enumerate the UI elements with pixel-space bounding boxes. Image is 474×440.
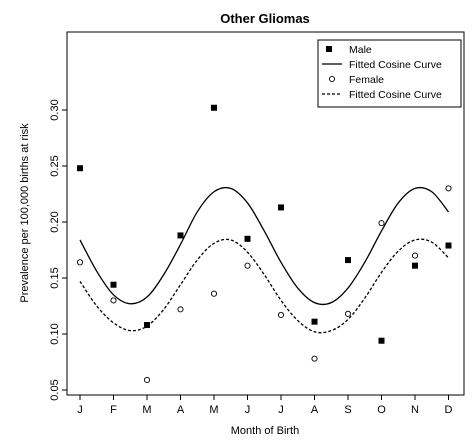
data-points [76, 104, 452, 383]
female-point [143, 376, 151, 383]
male-point [445, 242, 452, 249]
male-point [244, 235, 251, 242]
y-tick-label: 0.30 [49, 99, 61, 120]
female-fitted-curve [79, 238, 449, 334]
x-tick-label: D [445, 404, 453, 416]
legend-symbol-male [326, 46, 332, 52]
legend-label-male-fit: Fitted Cosine Curve [349, 59, 442, 71]
male-point [412, 262, 418, 269]
legend-label-male: Male [349, 44, 372, 56]
male-point [311, 318, 318, 325]
plot-frame [66, 31, 465, 396]
x-tick-label: J [77, 404, 83, 416]
legend: Male Fitted Cosine Curve Female Fitted C… [317, 39, 462, 108]
female-point [411, 252, 419, 259]
y-tick-label: 0.25 [49, 155, 61, 176]
x-tick-label: S [344, 404, 351, 416]
male-fitted-curve [79, 186, 450, 306]
male-point [345, 257, 351, 264]
male-point [177, 232, 184, 239]
male-point [211, 104, 217, 111]
y-tick-label: 0.05 [49, 379, 61, 400]
y-tick-label: 0.15 [49, 267, 61, 288]
y-axis-label: Prevalence per 100,000 births at risk [19, 123, 31, 303]
x-tick-label: A [311, 404, 319, 416]
x-tick-label: J [278, 404, 284, 416]
legend-symbol-female [328, 75, 336, 83]
fitted-curves [79, 186, 450, 334]
legend-label-female: Female [349, 74, 384, 86]
female-point [277, 311, 285, 319]
x-tick-label: J [245, 404, 251, 416]
y-tick-label: 0.20 [49, 211, 61, 232]
y-axis: 0.05 0.10 0.15 0.20 0.25 0.30 [49, 99, 67, 401]
female-point [311, 355, 318, 362]
chart-title: Other Gliomas [220, 11, 310, 26]
y-tick-label: 0.10 [49, 323, 61, 344]
female-point [110, 297, 117, 304]
female-point [378, 220, 385, 227]
legend-label-female-fit: Fitted Cosine Curve [349, 89, 442, 101]
male-point [110, 281, 117, 288]
x-tick-label: O [377, 404, 386, 416]
female-point [344, 310, 352, 317]
female-point [445, 185, 452, 192]
legend-box [317, 39, 462, 108]
male-point [378, 337, 385, 344]
x-tick-label: M [209, 404, 218, 416]
male-point [278, 204, 284, 211]
x-axis-label: Month of Birth [231, 425, 299, 437]
x-tick-label: M [142, 404, 151, 416]
female-point [76, 259, 84, 266]
male-point [77, 165, 83, 172]
male-point [144, 322, 150, 329]
x-tick-label: A [177, 404, 185, 416]
x-tick-label: N [411, 404, 419, 416]
female-point [177, 306, 184, 313]
female-point [244, 262, 251, 269]
x-tick-label: F [110, 404, 117, 416]
female-point [210, 290, 218, 297]
